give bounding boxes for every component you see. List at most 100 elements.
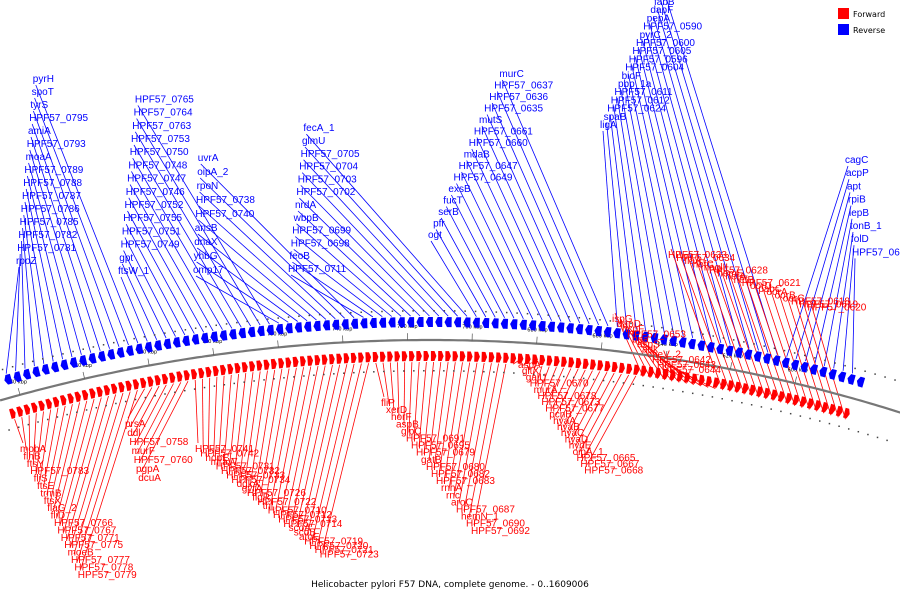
track-dot: [722, 337, 725, 339]
track-dot: [31, 360, 34, 363]
leader-line: [134, 131, 252, 327]
track-dot: [526, 312, 529, 315]
leader-line: [547, 367, 564, 403]
gene-label: wbpB: [293, 213, 319, 224]
gene-arrow: [139, 377, 147, 389]
gene-arrow: [332, 319, 340, 330]
gene-label: HPF57_0789: [24, 165, 83, 176]
gene-arrow: [256, 360, 263, 371]
gene-arrow: [683, 372, 691, 383]
track-dot: [323, 373, 325, 376]
gene-arrow: [741, 383, 749, 394]
leader-line: [33, 110, 120, 347]
leader-line: [299, 197, 421, 317]
track-dot: [153, 334, 156, 336]
scale-tick: [600, 342, 603, 350]
gene-arrow: [234, 362, 241, 374]
gene-label: aspS: [637, 340, 660, 351]
gene-label: HPF57_0779: [78, 570, 137, 581]
gene-arrow: [660, 334, 668, 345]
gene-label: ftsE: [37, 481, 55, 492]
track-dot: [632, 383, 635, 385]
leader-line: [786, 165, 849, 357]
gene-arrow: [343, 353, 350, 364]
gene-label: moaA: [26, 152, 52, 163]
track-dot: [483, 370, 485, 373]
gene-label: exsB: [448, 184, 471, 195]
track-dot: [682, 390, 684, 393]
leader-line: [823, 218, 853, 366]
gene-arrow: [538, 320, 546, 332]
track-dot: [711, 396, 714, 398]
leader-line: [769, 286, 810, 410]
gene-label: hyaA: [553, 416, 576, 427]
leader-line: [46, 405, 66, 495]
leader-line: [21, 417, 27, 451]
track-dot: [433, 310, 435, 312]
track-dot: [37, 421, 39, 423]
leader-line: [428, 361, 442, 461]
gene-arrow: [59, 395, 67, 406]
gene-label: aspA: [518, 360, 541, 371]
leader-line: [445, 206, 505, 318]
legend-forward-label: Forward: [853, 10, 885, 19]
gene-arrow: [838, 371, 847, 383]
track-dot: [672, 389, 674, 391]
leader-line: [124, 237, 176, 337]
gene-label: nrdA: [295, 200, 316, 211]
leader-line: [70, 394, 117, 547]
leader-line: [14, 419, 24, 444]
leader-line: [128, 197, 205, 333]
track-dot: [884, 376, 886, 378]
scale-tick-label: 640 kbp: [657, 342, 677, 348]
track-dot: [495, 311, 498, 313]
legend-reverse-label: Reverse: [853, 26, 885, 35]
track-dot: [662, 387, 664, 390]
gene-label: murF: [132, 446, 155, 457]
track-dot: [8, 429, 10, 431]
gene-label: HPF57_0643: [657, 360, 716, 371]
gene-arrow: [205, 366, 212, 378]
gene-arrow: [425, 317, 433, 327]
track-dot: [422, 310, 425, 312]
track-dot: [854, 367, 856, 370]
gene-label: pyrC_2: [640, 30, 673, 41]
gene-arrow: [698, 374, 705, 386]
gene-label: hcpF: [622, 324, 644, 335]
track-dot: [423, 370, 425, 372]
gene-label: uvrA: [198, 153, 219, 164]
gene-arrow: [299, 356, 306, 367]
track-dot: [804, 354, 806, 357]
gene-arrow: [219, 364, 226, 376]
track-dot: [383, 370, 385, 373]
track-dot: [85, 409, 88, 411]
leader-line: [435, 229, 487, 318]
gene-label: ispG: [612, 314, 633, 325]
track-dot: [215, 324, 217, 327]
gene-label: HPF57_0679: [416, 448, 475, 459]
leader-line: [301, 364, 341, 532]
gene-label: acpP: [846, 168, 869, 179]
track-dot: [184, 389, 186, 392]
leader-line: [27, 175, 73, 358]
leader-line: [631, 65, 694, 338]
gene-label: HPF57_0782: [18, 230, 77, 241]
gene-arrow: [753, 351, 762, 362]
track-dot: [523, 372, 525, 375]
leader-line: [559, 369, 586, 422]
leader-line: [413, 361, 420, 440]
gene-arrow: [785, 392, 792, 404]
track-dot: [876, 436, 879, 439]
gene-arrow: [589, 359, 596, 370]
gene-arrow: [597, 360, 604, 371]
gene-label: glmU: [302, 136, 325, 147]
gene-arrow: [125, 380, 132, 392]
gene-label: glpC: [401, 426, 422, 437]
leader-line: [260, 369, 283, 496]
track-dot: [243, 381, 245, 383]
gene-arrow: [41, 363, 50, 375]
gene-arrow: [45, 398, 52, 410]
gene-label: mraW: [211, 457, 238, 468]
track-dot: [609, 320, 612, 322]
gene-label: pgpA: [136, 464, 160, 475]
